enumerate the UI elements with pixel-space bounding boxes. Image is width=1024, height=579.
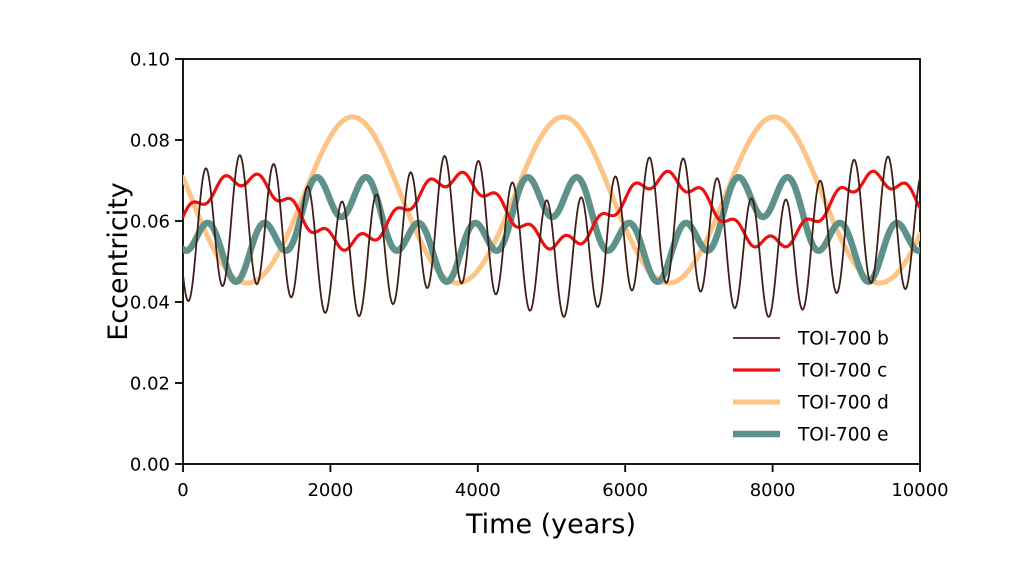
series-line-toi-700-b <box>183 154 920 318</box>
y-tick-label: 0.04 <box>130 293 170 314</box>
x-tick-label: 6000 <box>602 480 648 501</box>
ticks-group <box>175 58 921 472</box>
tick-labels-group: 0 2000 4000 6000 8000 10000 0.00 0.02 0.04 0.06 0.… <box>130 50 949 502</box>
y-tick-label: 0.02 <box>130 374 170 395</box>
series-line-toi-700-c <box>183 169 920 252</box>
y-tick-label: 0.08 <box>130 131 170 152</box>
x-tick-label: 10000 <box>891 480 948 501</box>
x-tick-label: 2000 <box>307 480 353 501</box>
x-axis-label: Time (years) <box>465 509 636 540</box>
y-tick-label: 0.00 <box>130 455 170 476</box>
legend-label-toi-700-d: TOI-700 d <box>797 393 889 414</box>
x-tick-label: 4000 <box>455 480 501 501</box>
y-tick-label: 0.06 <box>130 212 170 233</box>
legend-label-toi-700-b: TOI-700 b <box>797 329 889 350</box>
x-tick-label: 0 <box>177 480 188 501</box>
y-tick-label: 0.10 <box>130 50 170 71</box>
curves-group <box>183 114 920 318</box>
plot-frame <box>182 58 921 465</box>
x-tick-label: 8000 <box>750 480 796 501</box>
legend: TOI-700 b TOI-700 c TOI-700 d TOI-700 e <box>733 329 889 446</box>
legend-label-toi-700-c: TOI-700 c <box>797 361 887 382</box>
y-axis-label: Eccentricity <box>103 182 134 341</box>
legend-label-toi-700-e: TOI-700 e <box>797 425 889 446</box>
